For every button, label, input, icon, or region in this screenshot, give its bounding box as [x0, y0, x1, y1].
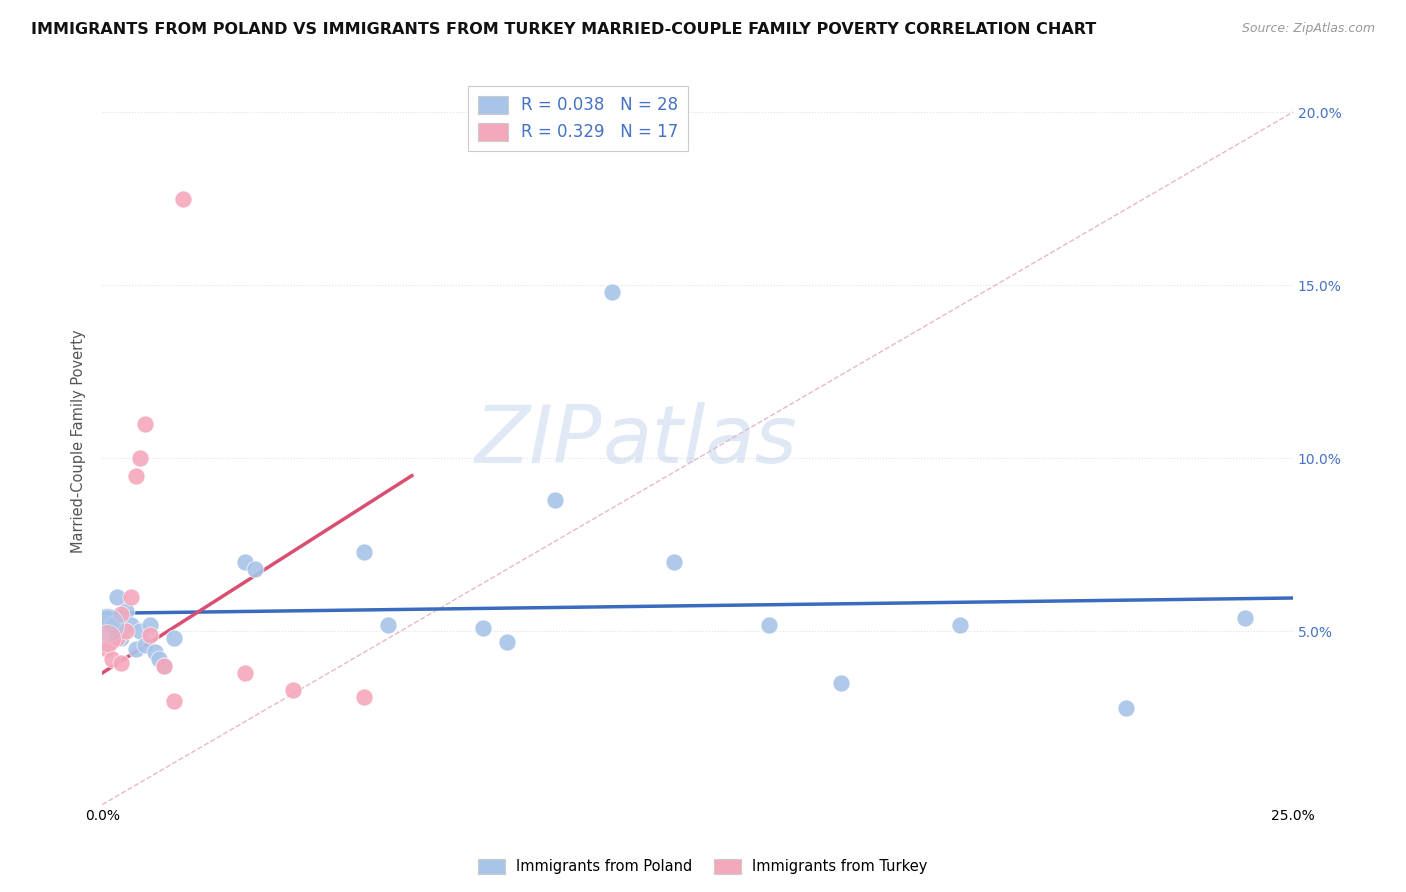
Point — [153, 659, 176, 673]
Point — [353, 690, 375, 705]
Point — [163, 694, 186, 708]
Point — [600, 285, 623, 300]
Point — [172, 192, 194, 206]
Point — [96, 617, 118, 632]
Point — [949, 617, 972, 632]
Point — [96, 610, 118, 624]
Text: IMMIGRANTS FROM POLAND VS IMMIGRANTS FROM TURKEY MARRIED-COUPLE FAMILY POVERTY C: IMMIGRANTS FROM POLAND VS IMMIGRANTS FRO… — [31, 22, 1097, 37]
Point — [105, 590, 128, 604]
Point — [1115, 700, 1137, 714]
Legend: Immigrants from Poland, Immigrants from Turkey: Immigrants from Poland, Immigrants from … — [472, 853, 934, 880]
Point — [662, 555, 685, 569]
Point — [758, 617, 780, 632]
Point — [129, 451, 152, 466]
Point — [115, 604, 138, 618]
Point — [544, 492, 567, 507]
Point — [153, 659, 176, 673]
Point — [96, 632, 118, 646]
Point — [110, 607, 132, 622]
Point — [243, 562, 266, 576]
Point — [353, 545, 375, 559]
Point — [163, 632, 186, 646]
Point — [110, 656, 132, 670]
Point — [134, 638, 156, 652]
Point — [96, 641, 118, 656]
Point — [472, 621, 495, 635]
Text: ZIP: ZIP — [475, 402, 602, 480]
Point — [100, 652, 122, 666]
Point — [139, 628, 162, 642]
Point — [496, 635, 519, 649]
Point — [120, 617, 142, 632]
Point — [139, 617, 162, 632]
Point — [100, 617, 122, 632]
Legend: R = 0.038   N = 28, R = 0.329   N = 17: R = 0.038 N = 28, R = 0.329 N = 17 — [468, 86, 689, 152]
Point — [110, 632, 132, 646]
Point — [233, 555, 256, 569]
Point — [281, 683, 304, 698]
Point — [1234, 610, 1257, 624]
Point — [129, 624, 152, 639]
Point — [233, 666, 256, 681]
Point — [124, 641, 146, 656]
Point — [124, 468, 146, 483]
Point — [134, 417, 156, 431]
Point — [148, 652, 170, 666]
Y-axis label: Married-Couple Family Poverty: Married-Couple Family Poverty — [72, 329, 86, 553]
Text: Source: ZipAtlas.com: Source: ZipAtlas.com — [1241, 22, 1375, 36]
Point — [115, 624, 138, 639]
Point — [377, 617, 399, 632]
Point — [105, 632, 128, 646]
Point — [830, 676, 852, 690]
Point — [143, 645, 166, 659]
Point — [120, 590, 142, 604]
Text: atlas: atlas — [602, 402, 797, 480]
